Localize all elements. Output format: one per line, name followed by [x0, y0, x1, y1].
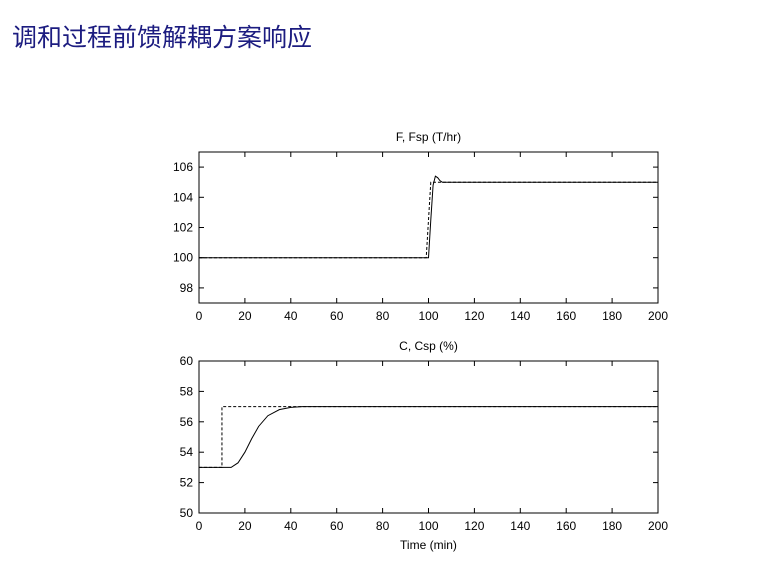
x-tick-label: 0 [196, 309, 203, 323]
x-tick-label: 60 [330, 309, 344, 323]
y-tick-label: 50 [180, 506, 194, 520]
chart-title: F, Fsp (T/hr) [396, 130, 461, 144]
x-tick-label: 80 [376, 309, 390, 323]
y-tick-label: 52 [180, 476, 194, 490]
x-tick-label: 20 [238, 309, 252, 323]
x-tick-label: 120 [464, 519, 484, 533]
x-tick-label: 160 [556, 519, 576, 533]
x-tick-label: 120 [464, 309, 484, 323]
y-tick-label: 58 [180, 384, 194, 398]
x-axis-label: Time (min) [400, 538, 457, 552]
y-tick-label: 98 [180, 281, 194, 295]
x-tick-label: 40 [284, 309, 298, 323]
x-tick-label: 200 [648, 309, 668, 323]
chart-title: C, Csp (%) [399, 339, 458, 353]
x-tick-label: 20 [238, 519, 252, 533]
x-tick-label: 40 [284, 519, 298, 533]
slide-title: 调和过程前馈解耦方案响应 [12, 23, 313, 52]
plot-area [198, 360, 659, 514]
x-tick-label: 160 [556, 309, 576, 323]
data-line [199, 181, 658, 259]
x-tick-label: 80 [376, 519, 390, 533]
y-tick-label: 60 [180, 354, 194, 368]
x-tick-label: 140 [510, 519, 530, 533]
y-tick-label: 100 [173, 251, 193, 265]
y-tick-label: 54 [180, 445, 194, 459]
x-tick-label: 180 [602, 309, 622, 323]
x-tick-label: 60 [330, 519, 344, 533]
x-tick-label: 100 [418, 309, 438, 323]
x-tick-label: 0 [196, 519, 203, 533]
x-tick-label: 180 [602, 519, 622, 533]
x-tick-label: 200 [648, 519, 668, 533]
y-tick-label: 102 [173, 221, 193, 235]
y-tick-label: 56 [180, 415, 194, 429]
x-tick-label: 100 [418, 519, 438, 533]
data-line [199, 175, 658, 259]
x-tick-label: 140 [510, 309, 530, 323]
y-tick-label: 104 [173, 190, 193, 204]
y-tick-label: 106 [173, 160, 193, 174]
data-line [199, 406, 658, 468]
